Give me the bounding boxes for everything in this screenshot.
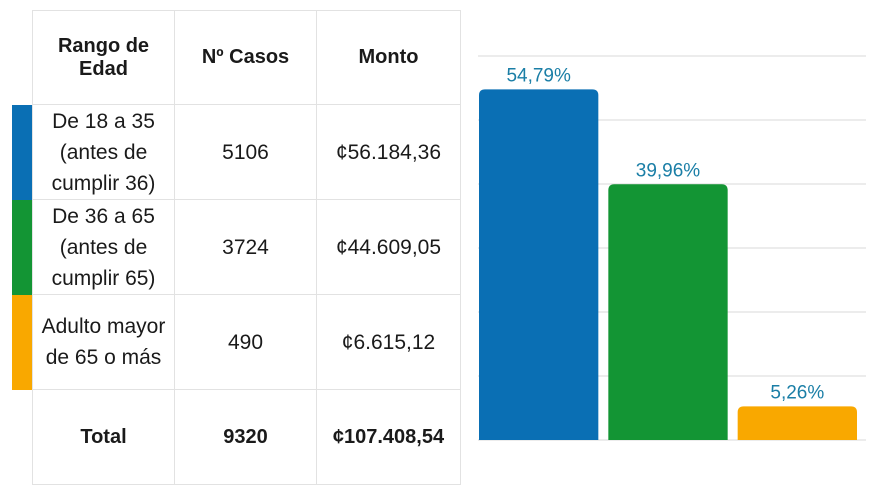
range-line: (antes de [59,235,148,259]
row-color-swatch-orange [12,294,33,390]
range-line: de 65 o más [45,346,162,369]
row-range-cell: De 18 a 35 (antes de cumplir 36) [32,104,175,200]
total-cases: 9320 [174,389,317,485]
row-amount-cell: ¢56.184,36 [316,104,461,200]
total-amount: ¢107.408,54 [316,389,461,485]
bar-data-label-3: 5,26% [770,382,824,403]
table-header-row: Rango de Edad Nº Casos Monto [12,10,461,105]
row-range-cell: De 36 a 65 (antes de cumplir 65) [32,199,175,295]
range-line: cumplir 36) [51,171,156,195]
bar-chart-svg: 54,79% 39,96% 5,26% [478,55,866,441]
table-row: De 36 a 65 (antes de cumplir 65) 3724 ¢4… [12,199,461,295]
header-color-spacer [12,11,33,105]
age-range-table: Rango de Edad Nº Casos Monto De 18 a 35 … [12,10,461,485]
bar-data-label-2: 39,96% [636,160,701,181]
header-range: Rango de Edad [32,10,175,105]
total-color-spacer [12,390,33,485]
total-label: Total [32,389,175,485]
range-line: Adulto mayor [41,315,166,338]
row-amount-cell: ¢44.609,05 [316,199,461,295]
age-range-table-grid: Rango de Edad Nº Casos Monto De 18 a 35 … [12,10,461,485]
header-amount: Monto [316,10,461,105]
percentage-bar-chart: 54,79% 39,96% 5,26% [466,40,876,460]
range-line: De 18 a 35 [52,109,155,133]
row-amount-cell: ¢6.615,12 [316,294,461,390]
row-color-swatch-blue [12,104,33,200]
range-line: (antes de [59,140,148,164]
table-row: Adulto mayor de 65 o más 490 ¢6.615,12 [12,294,461,390]
bar-1 [479,89,599,441]
table-total-row: Total 9320 ¢107.408,54 [12,389,461,485]
row-color-swatch-green [12,199,33,295]
table-row: De 18 a 35 (antes de cumplir 36) 5106 ¢5… [12,104,461,200]
bar-2 [608,184,728,440]
range-line: De 36 a 65 [52,204,155,228]
row-cases-cell: 5106 [174,104,317,200]
row-cases-cell: 490 [174,294,317,390]
bar-data-label-1: 54,79% [506,65,571,86]
header-cases: Nº Casos [174,10,317,105]
bar-3 [737,406,857,440]
row-range-cell: Adulto mayor de 65 o más [32,294,175,390]
row-cases-cell: 3724 [174,199,317,295]
range-line: cumplir 65) [51,266,156,290]
